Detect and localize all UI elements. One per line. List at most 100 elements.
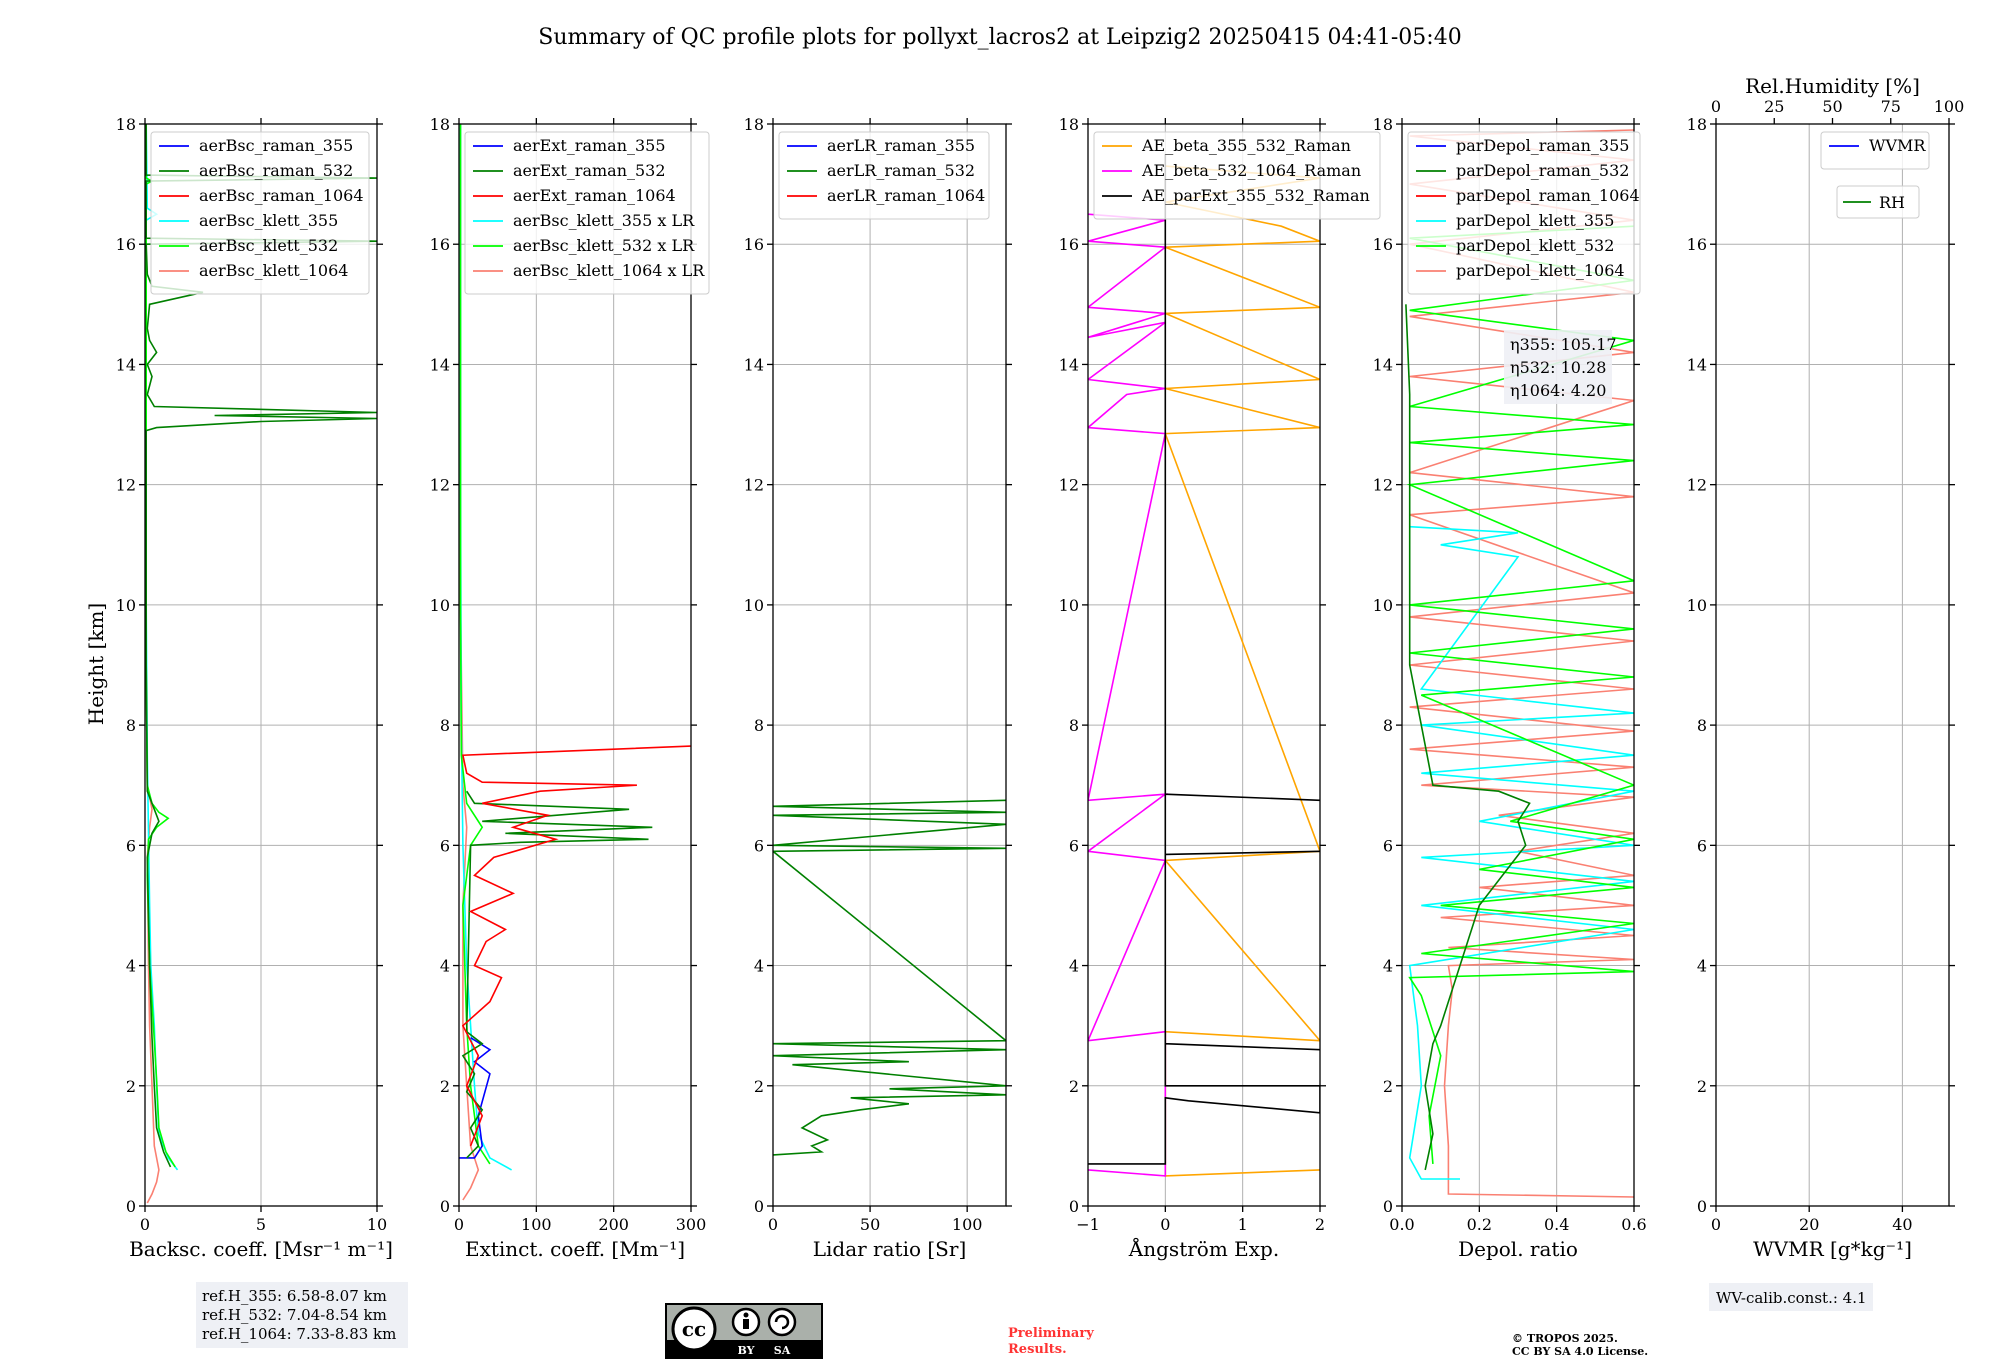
y-tick-label: 8 [754,716,764,735]
y-tick-label: 16 [1373,235,1393,254]
y-tick-label: 14 [1687,355,1707,374]
y-tick-label: 14 [1373,355,1393,374]
by-person-head [743,1312,749,1318]
series-aerExt_raman_1064 [461,745,691,1147]
x-tick-label: 0 [140,1215,150,1234]
panel-1: 0 2 4 6 8 10 12 14 16 18 0 5 10 Backsc. coeff. [Msr⁻¹… [116,115,393,1261]
x-axis-label: Depol. ratio [1458,1237,1578,1261]
annotation-line: η532: 10.28 [1510,358,1606,377]
y-tick-label: 14 [1059,355,1079,374]
series-group [1088,154,1320,1177]
legend-label: aerBsc_klett_1064 x LR [513,261,705,280]
x-tick-label: 100 [952,1215,983,1234]
legend-label: AE_beta_355_532_Raman [1141,136,1351,155]
series-group [459,124,691,1201]
x-tick-label: 20 [1799,1215,1819,1234]
legend: aerLR_raman_355 aerLR_raman_532 aerLR_rama… [778,131,990,220]
panel-5: 0 2 4 6 8 10 12 14 16 18 0.0 0.2 0.4 0.6 Depol. ratio p… [1373,115,1647,1261]
y-tick-label: 0 [1697,1197,1707,1216]
legend-label: aerExt_raman_355 [513,136,666,155]
y-tick-label: 2 [1697,1077,1707,1096]
panel-3: 0 2 4 6 8 10 12 14 16 18 0 50 100 Lidar ratio [Sr] aer… [744,115,1012,1261]
axes-frame [458,123,692,1207]
y-tick-label: 18 [744,115,764,134]
x-axis-label: Backsc. coeff. [Msr⁻¹ m⁻¹] [129,1237,393,1261]
copyright-line-1: © TROPOS 2025. [1512,1332,1618,1345]
refh-1064: ref.H_1064: 7.33-8.83 km [202,1325,396,1343]
legend-label: aerBsc_klett_532 [199,236,338,255]
legend-rh: RH [1836,185,1920,219]
legend-label: aerBsc_klett_1064 [199,261,348,280]
x-axis-label: Ångström Exp. [1128,1236,1279,1261]
legend: aerExt_raman_355 aerExt_raman_532 aerExt_r… [464,131,710,295]
y-tick-label: 12 [430,476,450,495]
series-parDepol_raman_532 [1405,304,1531,1171]
annotation-box [1504,330,1612,404]
annotation-line: η355: 105.17 [1510,335,1617,354]
y-tick-label: 16 [1687,235,1707,254]
y-tick-label: 18 [430,115,450,134]
x-axis-label: Lidar ratio [Sr] [813,1237,967,1261]
legend-label: aerBsc_raman_1064 [199,186,364,205]
copyright-line-2: CC BY SA 4.0 License. [1512,1345,1648,1358]
panel-2: 0 2 4 6 8 10 12 14 16 18 0 100 200 300 Extinct. coeff.… [430,115,710,1261]
y-tick-label: 6 [1697,836,1707,855]
y-tick-label: 2 [754,1077,764,1096]
sa-label: SA [774,1344,791,1357]
x2-tick-label: 0 [1711,97,1721,116]
legend-label: AE_beta_532_1064_Raman [1141,161,1361,180]
x2-tick-label: 75 [1881,97,1901,116]
legend-box [464,131,710,295]
legend-label: aerLR_raman_1064 [827,186,985,205]
series-aerBsc_klett_532 [145,124,176,1168]
y-tick-label: 6 [126,836,136,855]
legend-label: aerExt_raman_532 [513,161,666,180]
legend-label: AE_parExt_355_532_Raman [1141,186,1370,205]
x-axis-label: Extinct. coeff. [Mm⁻¹] [465,1237,685,1261]
y-tick-label: 6 [754,836,764,855]
y-tick-label: 4 [1069,957,1079,976]
series-parDepol_klett_1064 [1409,129,1634,1198]
legend-label: aerLR_raman_355 [827,136,975,155]
y-tick-label: 6 [1383,836,1393,855]
legend: AE_beta_355_532_Raman AE_beta_532_1064_Ra… [1093,131,1381,220]
x-tick-label: 0.4 [1544,1215,1569,1234]
y-tick-label: 4 [440,957,450,976]
legend-label: RH [1879,193,1905,212]
y-tick-label: 18 [1059,115,1079,134]
preliminary-text-2: Results. [1008,1342,1067,1357]
legend: aerBsc_raman_355 aerBsc_raman_532 aerBsc_r… [150,131,370,295]
y-tick-label: 6 [1069,836,1079,855]
y-tick-label: 14 [116,355,136,374]
y-tick-label: 14 [430,355,450,374]
x-tick-label: 5 [256,1215,266,1234]
preliminary-text-1: Preliminary [1008,1326,1094,1341]
y-tick-label: 12 [1059,476,1079,495]
axes-frame [772,123,1007,1207]
y-tick-label: 4 [1697,957,1707,976]
x-tick-label: 40 [1892,1215,1912,1234]
refh-532: ref.H_532: 7.04-8.54 km [202,1306,387,1324]
refh-box: ref.H_355: 6.58-8.07 km ref.H_532: 7.04-… [196,1282,408,1348]
y-tick-label: 8 [1383,716,1393,735]
x-tick-label: 0 [768,1215,778,1234]
y-tick-label: 16 [1059,235,1079,254]
series-group [773,799,1006,1156]
wv-calib-text: WV-calib.const.: 4.1 [1716,1289,1867,1307]
y-tick-label: 12 [116,476,136,495]
x2-tick-label: 100 [1934,97,1965,116]
legend-label: WVMR [1869,136,1926,155]
axes-frame [1715,123,1950,1207]
legend-label: aerBsc_raman_355 [199,136,353,155]
legend-label: parDepol_klett_532 [1456,236,1614,255]
y-tick-label: 2 [1069,1077,1079,1096]
y-tick-label: 10 [1059,596,1079,615]
cc-license-badge: cc BY SA [665,1303,823,1359]
series-group [1405,129,1634,1198]
y-tick-label: 0 [440,1197,450,1216]
legend-label: aerBsc_raman_532 [199,161,353,180]
legend-label: aerBsc_klett_532 x LR [513,236,695,255]
y-tick-label: 18 [1687,115,1707,134]
cc-icon-text: cc [682,1317,706,1341]
